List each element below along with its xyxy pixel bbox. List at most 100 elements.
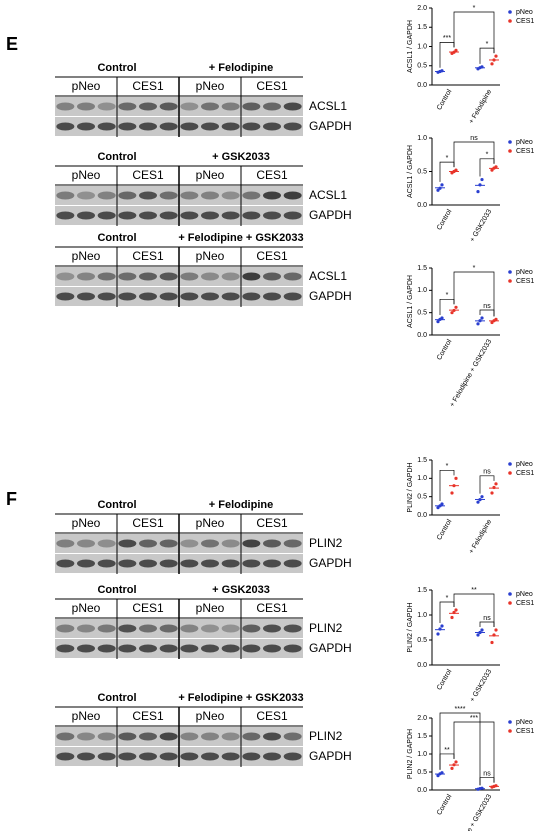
legend-marker	[508, 720, 512, 724]
group-label: Control	[97, 232, 136, 244]
blot-band	[56, 191, 75, 200]
group-label: + GSK2033	[212, 584, 270, 596]
blot-band	[283, 644, 302, 653]
significance-label: ns	[470, 135, 478, 142]
row-label: ACSL1	[309, 99, 347, 113]
data-point	[454, 305, 458, 309]
data-point	[480, 786, 484, 790]
data-point	[452, 484, 456, 488]
data-point	[492, 633, 496, 637]
blot-band	[118, 539, 137, 548]
blot-band	[221, 292, 240, 301]
blot-band	[201, 539, 219, 548]
blot-band	[283, 624, 302, 633]
lane-label: CES1	[132, 709, 164, 723]
blot-band	[180, 122, 199, 131]
lane-label: CES1	[256, 516, 288, 530]
significance-label: *	[486, 152, 489, 159]
blot-band	[283, 102, 302, 111]
blot-band	[97, 539, 116, 548]
lane-label: CES1	[132, 516, 164, 530]
blot-band	[118, 272, 137, 281]
significance-label: *	[446, 463, 449, 470]
panel-label: F	[6, 489, 17, 509]
significance-label: ns	[483, 771, 491, 778]
legend-marker	[508, 729, 512, 733]
data-point	[478, 183, 482, 187]
blot-band	[221, 211, 240, 220]
blot-band	[180, 191, 199, 200]
blot-band	[97, 122, 116, 131]
blot-band	[201, 122, 219, 131]
blot-band	[77, 624, 95, 633]
data-point	[490, 640, 494, 645]
blot-band	[263, 102, 281, 111]
y-tick-label: 1.5	[417, 733, 427, 740]
blot-band	[77, 559, 95, 568]
blot-band	[263, 559, 281, 568]
blot-band	[97, 211, 116, 220]
blot-band	[283, 211, 302, 220]
blot-band	[242, 559, 261, 568]
lane-label: pNeo	[72, 709, 101, 723]
row-label: GAPDH	[309, 119, 352, 133]
blot-band	[221, 644, 240, 653]
lane-label: pNeo	[72, 601, 101, 615]
lane-label: CES1	[132, 79, 164, 93]
significance-label: ***	[443, 35, 451, 42]
blot-band	[139, 752, 157, 761]
blot-band	[77, 191, 95, 200]
blot-band	[180, 644, 199, 653]
blot-band	[283, 752, 302, 761]
legend-marker	[508, 140, 512, 144]
blot-band	[201, 559, 219, 568]
data-point	[440, 183, 444, 187]
row-label: PLIN2	[309, 621, 343, 635]
data-point	[436, 188, 440, 192]
data-point	[478, 630, 482, 635]
blot-band	[159, 191, 178, 200]
blot-band	[221, 752, 240, 761]
significance-label: *	[486, 41, 489, 48]
blot-band	[283, 292, 302, 301]
legend-label: pNeo	[516, 139, 533, 146]
data-point	[476, 633, 480, 637]
blot-band	[180, 559, 199, 568]
row-label: GAPDH	[309, 208, 352, 222]
y-tick-label: 1.5	[417, 265, 427, 272]
blot-band	[118, 752, 137, 761]
x-tick-label: Control	[436, 338, 454, 361]
legend-marker	[508, 601, 512, 605]
y-axis-label: ACSL1 / GAPDH	[407, 20, 414, 73]
data-point	[480, 316, 484, 320]
y-tick-label: 0.5	[417, 494, 427, 501]
data-point	[454, 760, 458, 764]
y-tick-label: 0.0	[417, 332, 427, 339]
data-point	[450, 491, 454, 495]
blot-band	[139, 191, 157, 200]
data-point	[436, 320, 440, 324]
data-point	[478, 498, 482, 502]
lane-label: pNeo	[72, 79, 101, 93]
blot-band	[56, 644, 75, 653]
y-tick-label: 0.0	[417, 82, 427, 89]
blot-band	[139, 211, 157, 220]
blot-band	[242, 211, 261, 220]
blot-band	[201, 292, 219, 301]
data-point	[440, 771, 444, 775]
lane-label: pNeo	[196, 516, 225, 530]
y-axis-label: ACSL1 / GAPDH	[407, 275, 414, 328]
data-point	[454, 48, 458, 52]
blot-band	[118, 122, 137, 131]
blot-band	[263, 292, 281, 301]
blot-band	[77, 732, 95, 741]
blot-band	[201, 191, 219, 200]
lane-label: pNeo	[196, 79, 225, 93]
blot-band	[159, 559, 178, 568]
blot-band	[118, 644, 137, 653]
data-point	[490, 62, 494, 66]
data-point	[454, 168, 458, 172]
data-point	[440, 316, 444, 320]
x-tick-label: Control	[436, 88, 454, 111]
